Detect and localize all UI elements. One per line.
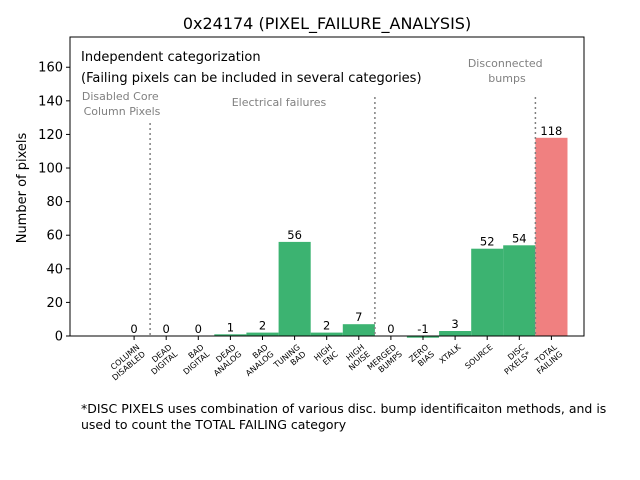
data-label: -1 xyxy=(417,322,428,336)
data-label: 0 xyxy=(387,322,394,336)
x-tick-label: TUNINGBAD xyxy=(271,343,307,378)
y-tick-label: 120 xyxy=(38,128,63,143)
section-label-disabled-core: Disabled Core Column Pixels xyxy=(82,90,162,118)
bar xyxy=(503,245,536,336)
footnote: *DISC PIXELS uses combination of various… xyxy=(81,401,607,432)
y-tick-label: 60 xyxy=(46,229,63,244)
y-tick-label: 100 xyxy=(38,162,63,177)
data-label: 56 xyxy=(287,228,302,242)
y-tick-label: 40 xyxy=(46,262,63,277)
x-tick-label: DEADDIGITAL xyxy=(144,342,180,376)
data-label: 2 xyxy=(323,319,330,333)
separators-group xyxy=(149,97,537,336)
data-label: 0 xyxy=(130,322,137,336)
y-tick-label: 0 xyxy=(55,330,63,345)
section-label-electrical-failures: Electrical failures xyxy=(232,96,327,109)
x-tick-label: DEADANALOG xyxy=(206,343,243,378)
y-axis: 0 20 40 60 80 100 120 140 160 xyxy=(38,61,70,345)
data-label: 2 xyxy=(259,319,266,333)
x-axis: COLUMNDISABLED DEADDIGITAL BADDIGITAL DEADA… xyxy=(105,336,564,383)
x-tick-label: BADANALOG xyxy=(238,343,275,378)
x-tick-label: COLUMNDISABLED xyxy=(105,343,148,383)
bar xyxy=(342,324,375,336)
annotation-heading: Independent categorization xyxy=(81,50,261,65)
y-tick-label: 80 xyxy=(46,195,63,210)
data-label: 0 xyxy=(195,322,202,336)
data-labels-group: 0 0 0 1 2 56 2 7 0 -1 3 52 54 118 xyxy=(130,124,562,336)
chart-title: 0x24174 (PIXEL_FAILURE_ANALYSIS) xyxy=(183,14,471,34)
data-label: 1 xyxy=(227,320,234,334)
x-tick-label: MERGEDBUMPS xyxy=(366,343,404,379)
y-tick-label: 140 xyxy=(38,94,63,109)
x-tick-label: BADDIGITAL xyxy=(176,342,212,376)
data-label: 3 xyxy=(451,317,458,331)
x-tick-label: DISCPIXELS* xyxy=(497,342,533,376)
y-tick-label: 20 xyxy=(46,296,63,311)
x-tick-label: HIGHENC xyxy=(312,342,340,369)
bar xyxy=(214,334,247,336)
x-tick-label: SOURCE xyxy=(463,343,494,371)
data-label: 118 xyxy=(540,124,562,138)
y-tick-label: 160 xyxy=(38,61,63,76)
bars-group xyxy=(214,137,568,338)
data-label: 7 xyxy=(355,310,362,324)
data-label: 0 xyxy=(163,322,170,336)
annotation-subheading: (Failing pixels can be included in sever… xyxy=(81,71,422,86)
bar xyxy=(471,248,504,336)
x-tick-label: TOTALFAILING xyxy=(529,342,564,376)
x-tick-label: ZEROBIAS xyxy=(407,343,436,371)
data-label: 52 xyxy=(480,235,495,249)
y-axis-label: Number of pixels xyxy=(15,132,30,243)
data-label: 54 xyxy=(512,231,527,245)
bar xyxy=(439,331,472,336)
x-tick-label: XTALK xyxy=(438,342,463,365)
bar xyxy=(535,137,568,336)
bar xyxy=(310,332,343,336)
bar xyxy=(246,332,279,336)
bar xyxy=(278,241,311,336)
section-label-disconnected-bumps: Disconnected bumps xyxy=(468,57,546,85)
